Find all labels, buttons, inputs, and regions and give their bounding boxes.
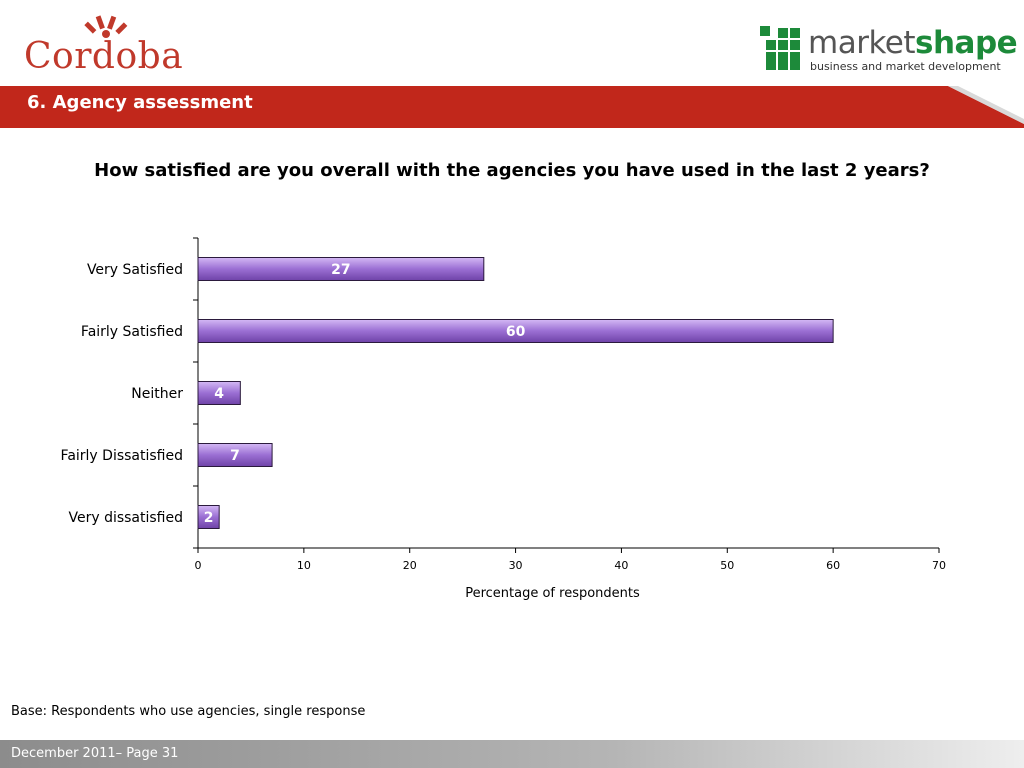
- x-tick-label: 20: [403, 559, 417, 572]
- x-tick-label: 0: [195, 559, 202, 572]
- bar: [197, 257, 485, 281]
- bar-data-label: 2: [204, 510, 214, 526]
- footer-bar: [0, 740, 1024, 768]
- bar-data-label: 4: [214, 386, 224, 402]
- x-tick-label: 70: [932, 559, 946, 572]
- marketshape-wordmark: marketshape: [808, 24, 1018, 62]
- cordoba-logo-text: Cordoba: [24, 36, 184, 77]
- marketshape-grid-icon: [760, 26, 800, 70]
- marketshape-logo: marketshape business and market developm…: [758, 24, 1018, 74]
- bar: [197, 319, 834, 343]
- bar-data-label: 27: [331, 262, 350, 278]
- x-tick-label: 50: [720, 559, 734, 572]
- bar: [197, 505, 220, 529]
- category-label: Fairly Dissatisfied: [61, 448, 183, 464]
- x-tick-label: 60: [826, 559, 840, 572]
- category-label: Very Satisfied: [87, 262, 183, 278]
- cordoba-sun-icon: [84, 15, 128, 38]
- section-banner: [0, 86, 1024, 128]
- cordoba-logo: Cordoba: [20, 14, 185, 77]
- marketshape-prefix: market: [808, 25, 916, 61]
- x-tick-label: 10: [297, 559, 311, 572]
- section-title: 6. Agency assessment: [27, 92, 253, 113]
- category-label: Very dissatisfied: [68, 510, 183, 526]
- x-axis-title: Percentage of respondents: [465, 586, 640, 601]
- bar: [197, 443, 273, 467]
- chart-layer: 0 10 20 30 40 50 60 70 Percentage of respondents…: [61, 237, 946, 601]
- category-label: Neither: [131, 386, 183, 402]
- bar-data-label: 60: [506, 324, 526, 340]
- chart-question: How satisfied are you overall with the a…: [94, 160, 930, 181]
- x-tick-label: 40: [614, 559, 628, 572]
- marketshape-tagline: business and market development: [810, 60, 1001, 73]
- category-label: Fairly Satisfied: [81, 324, 183, 340]
- bar-data-label: 7: [230, 448, 240, 464]
- x-tick-label: 30: [509, 559, 523, 572]
- marketshape-suffix: shape: [915, 25, 1018, 61]
- bar: [197, 381, 241, 405]
- page-footer: December 2011– Page 31: [11, 746, 179, 761]
- base-note: Base: Respondents who use agencies, sing…: [11, 704, 366, 719]
